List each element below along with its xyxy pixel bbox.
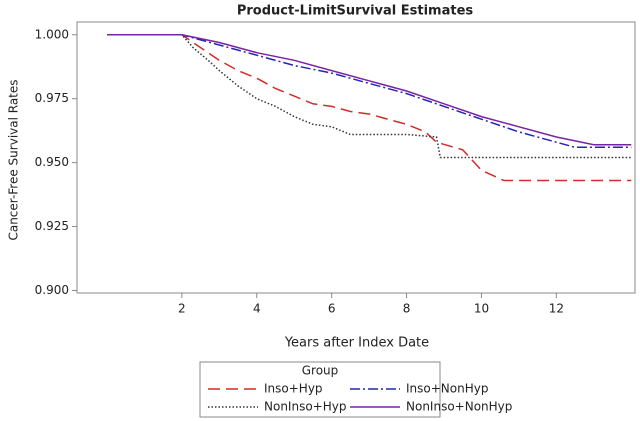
- x-tick-label: 12: [549, 302, 564, 316]
- legend-label: NonInso+Hyp: [264, 400, 346, 414]
- legend-label: NonInso+NonHyp: [406, 400, 512, 414]
- x-axis-label: Years after Index Date: [284, 336, 429, 351]
- y-axis-label: Cancer-Free Survival Rates: [7, 79, 21, 240]
- legend-label: Inso+NonHyp: [406, 382, 488, 396]
- series-line: [107, 34, 632, 149]
- series-line: [107, 34, 632, 159]
- x-tick-label: 2: [178, 302, 186, 316]
- y-tick-label: 0.925: [35, 219, 69, 233]
- legend-label: Inso+Hyp: [264, 382, 323, 396]
- x-tick-label: 4: [253, 302, 261, 316]
- legend-title: Group: [302, 364, 339, 378]
- y-tick-label: 0.900: [35, 283, 69, 297]
- plot-frame: [76, 21, 636, 294]
- x-tick-label: 10: [474, 302, 489, 316]
- series-line: [107, 34, 632, 146]
- legend-box: [199, 361, 441, 418]
- y-tick-label: 1.000: [35, 27, 69, 41]
- x-tick-label: 6: [328, 302, 336, 316]
- chart-title: Product-LimitSurvival Estimates: [237, 4, 474, 19]
- y-tick-label: 0.950: [35, 155, 69, 169]
- x-tick-label: 8: [403, 302, 411, 316]
- y-tick-label: 0.975: [35, 91, 69, 105]
- series-line: [107, 34, 632, 182]
